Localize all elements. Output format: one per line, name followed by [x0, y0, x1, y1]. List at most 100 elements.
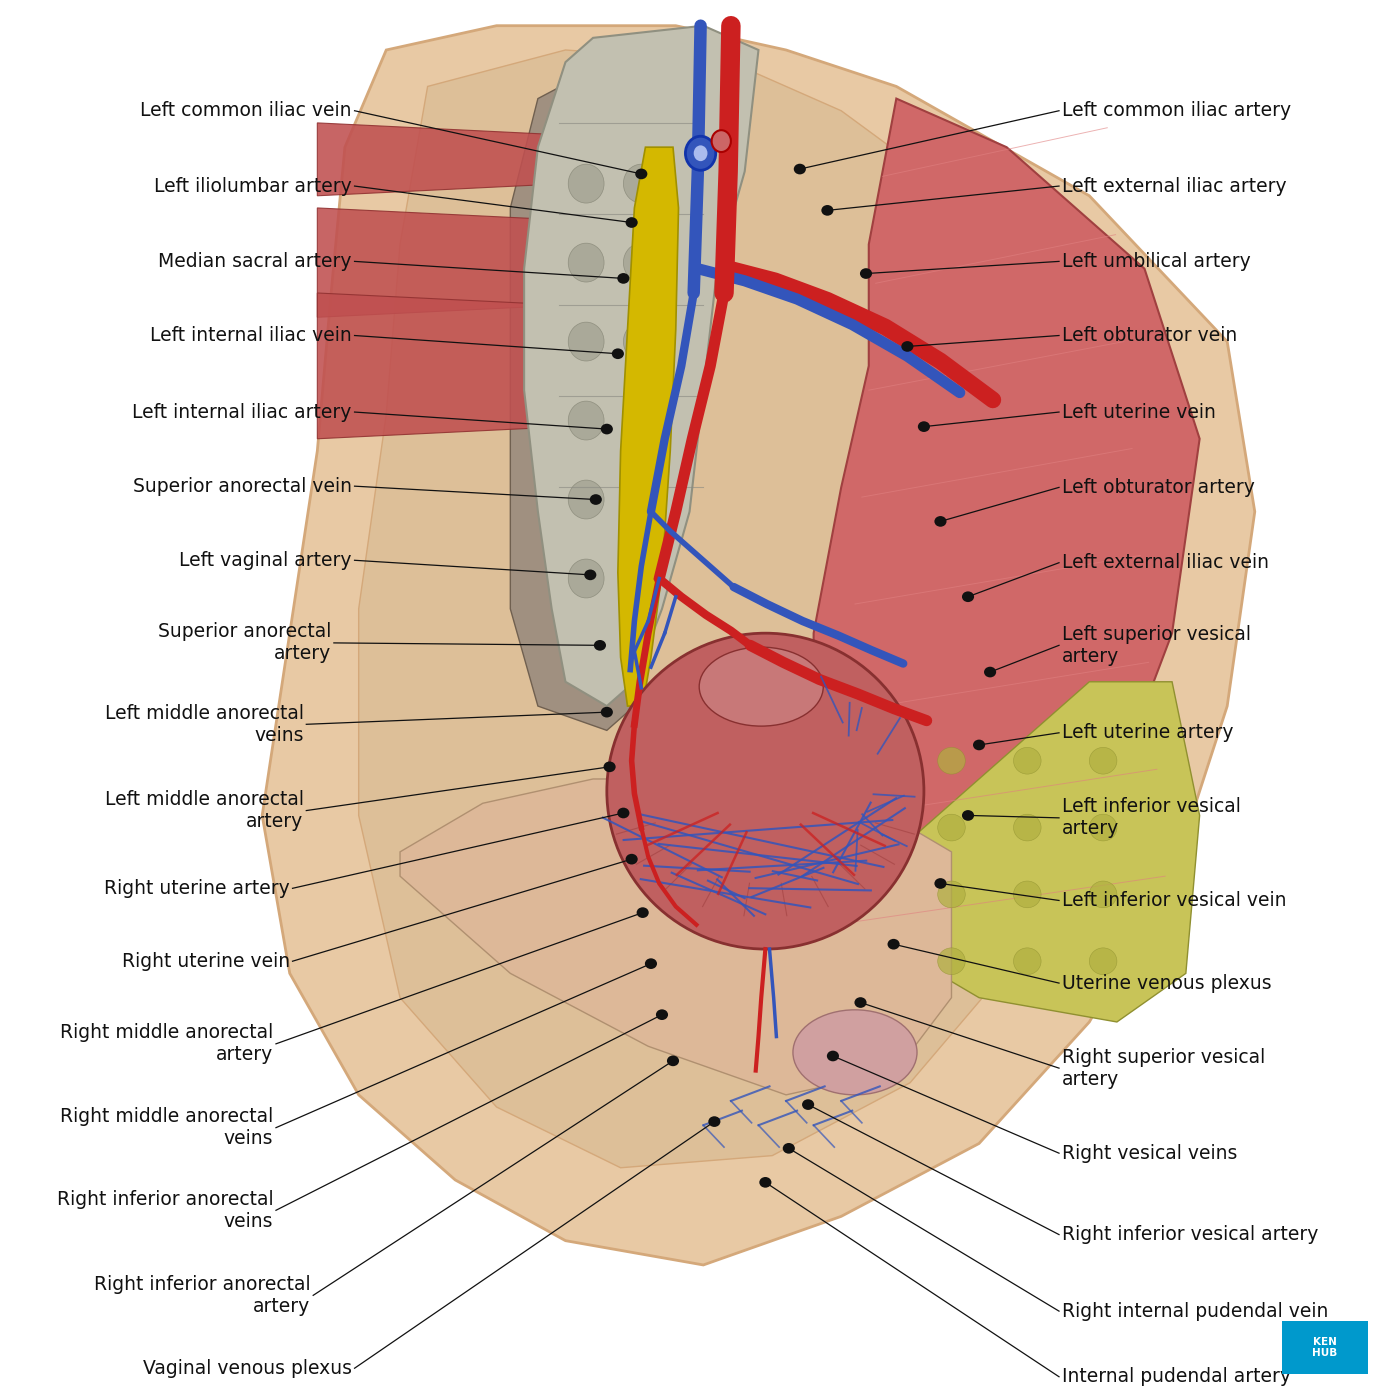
Text: Uterine venous plexus: Uterine venous plexus: [1061, 973, 1271, 993]
Text: Median sacral artery: Median sacral artery: [158, 252, 351, 270]
Ellipse shape: [1089, 815, 1117, 841]
Text: Right middle anorectal
artery: Right middle anorectal artery: [60, 1023, 273, 1064]
Polygon shape: [318, 123, 566, 196]
Ellipse shape: [623, 480, 659, 519]
Ellipse shape: [568, 322, 603, 361]
Circle shape: [617, 273, 630, 284]
Circle shape: [636, 168, 647, 179]
Ellipse shape: [938, 815, 965, 841]
Circle shape: [584, 570, 596, 580]
Circle shape: [601, 707, 613, 717]
Ellipse shape: [623, 559, 659, 598]
Text: Right uterine artery: Right uterine artery: [104, 879, 290, 897]
Ellipse shape: [693, 146, 707, 161]
Ellipse shape: [938, 881, 965, 907]
Circle shape: [601, 424, 613, 434]
Ellipse shape: [1014, 748, 1042, 774]
Circle shape: [657, 1009, 668, 1021]
Circle shape: [827, 1050, 839, 1061]
Polygon shape: [400, 778, 952, 1095]
Polygon shape: [511, 62, 634, 731]
Ellipse shape: [568, 480, 603, 519]
Ellipse shape: [1089, 881, 1117, 907]
Text: Internal pudendal artery: Internal pudendal artery: [1061, 1368, 1291, 1386]
Polygon shape: [617, 147, 679, 706]
Ellipse shape: [1014, 948, 1042, 974]
Text: Right inferior anorectal
artery: Right inferior anorectal artery: [94, 1275, 311, 1316]
Ellipse shape: [623, 244, 659, 281]
Text: Left common iliac artery: Left common iliac artery: [1061, 101, 1291, 120]
Circle shape: [666, 1056, 679, 1067]
Circle shape: [962, 811, 974, 820]
Text: Right inferior anorectal
veins: Right inferior anorectal veins: [56, 1190, 273, 1231]
Polygon shape: [318, 209, 566, 318]
Ellipse shape: [568, 164, 603, 203]
Text: Left uterine vein: Left uterine vein: [1061, 403, 1215, 421]
Circle shape: [962, 591, 974, 602]
Circle shape: [902, 342, 913, 351]
Circle shape: [637, 907, 648, 918]
Ellipse shape: [1089, 948, 1117, 974]
Text: Superior anorectal vein: Superior anorectal vein: [133, 476, 351, 496]
Text: Left middle anorectal
artery: Left middle anorectal artery: [105, 790, 304, 832]
Text: Left common iliac vein: Left common iliac vein: [140, 101, 351, 120]
Text: Left external iliac vein: Left external iliac vein: [1061, 553, 1268, 573]
Text: Left internal iliac artery: Left internal iliac artery: [133, 403, 351, 421]
Text: Left inferior vesical vein: Left inferior vesical vein: [1061, 890, 1287, 910]
Circle shape: [612, 349, 624, 358]
Circle shape: [645, 959, 657, 969]
Circle shape: [802, 1099, 815, 1110]
Ellipse shape: [1014, 815, 1042, 841]
Circle shape: [759, 1177, 771, 1187]
Ellipse shape: [938, 948, 965, 974]
Text: Right middle anorectal
veins: Right middle anorectal veins: [60, 1107, 273, 1148]
Ellipse shape: [568, 559, 603, 598]
Bar: [1282, 1320, 1368, 1375]
Ellipse shape: [792, 1009, 917, 1095]
Ellipse shape: [568, 244, 603, 281]
Polygon shape: [358, 50, 1172, 1168]
Ellipse shape: [686, 136, 715, 171]
Text: Right uterine vein: Right uterine vein: [122, 952, 290, 970]
Circle shape: [794, 164, 806, 175]
Text: Left obturator artery: Left obturator artery: [1061, 477, 1254, 497]
Ellipse shape: [623, 164, 659, 203]
Text: Left uterine artery: Left uterine artery: [1061, 724, 1233, 742]
Ellipse shape: [623, 322, 659, 361]
Ellipse shape: [711, 130, 731, 153]
Text: Left umbilical artery: Left umbilical artery: [1061, 252, 1250, 270]
Circle shape: [594, 640, 606, 651]
Circle shape: [589, 494, 602, 505]
Text: Left inferior vesical
artery: Left inferior vesical artery: [1061, 798, 1240, 839]
Text: Left superior vesical
artery: Left superior vesical artery: [1061, 624, 1250, 666]
Polygon shape: [896, 682, 1200, 1022]
Circle shape: [934, 517, 946, 526]
Circle shape: [783, 1142, 795, 1154]
Text: Superior anorectal
artery: Superior anorectal artery: [158, 623, 332, 664]
Polygon shape: [813, 98, 1200, 998]
Text: Left iliolumbar artery: Left iliolumbar artery: [154, 176, 351, 196]
Circle shape: [854, 997, 867, 1008]
Text: Left obturator vein: Left obturator vein: [1061, 326, 1238, 344]
Text: KEN
HUB: KEN HUB: [1312, 1337, 1338, 1358]
Circle shape: [888, 939, 900, 949]
Text: Left vaginal artery: Left vaginal artery: [179, 550, 351, 570]
Ellipse shape: [623, 402, 659, 440]
Circle shape: [973, 739, 986, 750]
Circle shape: [918, 421, 930, 433]
Text: Right internal pudendal vein: Right internal pudendal vein: [1061, 1302, 1329, 1320]
Circle shape: [708, 1116, 721, 1127]
Polygon shape: [318, 293, 566, 438]
Ellipse shape: [1089, 748, 1117, 774]
Text: Right vesical veins: Right vesical veins: [1061, 1144, 1238, 1162]
Text: Right inferior vesical artery: Right inferior vesical artery: [1061, 1225, 1319, 1245]
Circle shape: [984, 666, 997, 678]
Text: Left middle anorectal
veins: Left middle anorectal veins: [105, 704, 304, 745]
Text: Vaginal venous plexus: Vaginal venous plexus: [143, 1359, 351, 1378]
Ellipse shape: [606, 633, 924, 949]
Polygon shape: [524, 25, 759, 706]
Ellipse shape: [699, 647, 823, 727]
Ellipse shape: [568, 402, 603, 440]
Circle shape: [822, 204, 833, 216]
Text: Right superior vesical
artery: Right superior vesical artery: [1061, 1047, 1266, 1089]
